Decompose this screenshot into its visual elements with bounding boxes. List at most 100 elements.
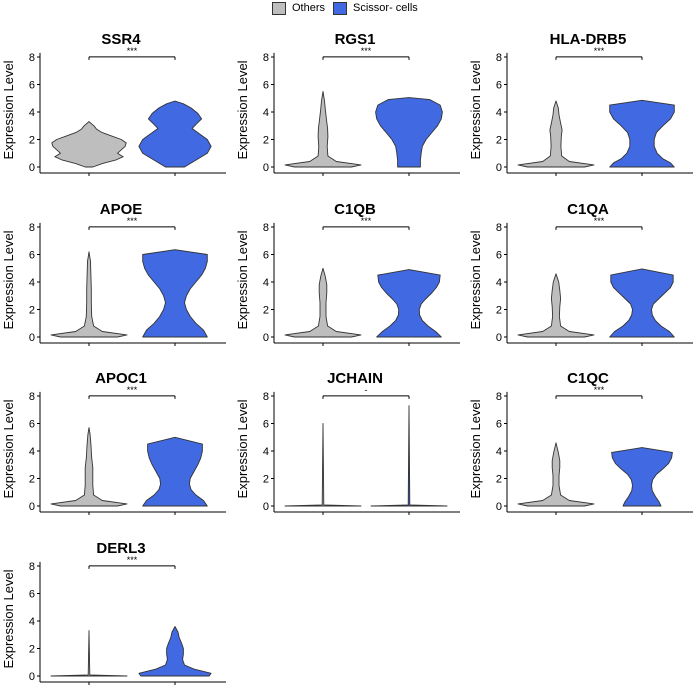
- y-tick-label-c1qa-0: 0: [496, 332, 502, 344]
- violin-hla-drb5-others: [517, 100, 595, 168]
- panel-title-apoe: APOE: [100, 201, 143, 218]
- violin-derl3-scissor-cells: [138, 626, 212, 677]
- y-axis-label-derl3: Expression Level: [1, 569, 16, 668]
- sig-label-derl3: ***: [127, 555, 138, 565]
- y-tick-label-c1qc-2: 2: [496, 474, 502, 486]
- y-tick-label-hla-drb5-0: 0: [496, 162, 502, 174]
- violin-ssr4-others: [51, 121, 127, 168]
- sig-label-apoc1: ***: [127, 385, 138, 395]
- y-tick-label-c1qb-6: 6: [263, 250, 269, 262]
- y-tick-label-ssr4-4: 4: [29, 107, 35, 119]
- panel-title-apoc1: APOC1: [95, 370, 147, 387]
- panel-title-c1qb: C1QB: [334, 201, 376, 218]
- y-tick-label-ssr4-6: 6: [29, 80, 35, 92]
- sig-label-c1qb: ***: [361, 216, 372, 226]
- y-tick-label-jchain-0: 0: [263, 501, 269, 513]
- y-tick-label-apoe-2: 2: [29, 305, 35, 317]
- sig-label-jchain: -: [365, 385, 368, 395]
- legend: Others Scissor- cells: [272, 0, 426, 16]
- y-tick-label-jchain-2: 2: [263, 474, 269, 486]
- y-tick-label-jchain-8: 8: [263, 391, 269, 403]
- legend-swatch-others: [272, 1, 286, 15]
- y-tick-label-hla-drb5-6: 6: [496, 80, 502, 92]
- panel-title-jchain: JCHAIN: [327, 370, 383, 387]
- violin-rgs1-others: [284, 90, 362, 168]
- y-tick-label-c1qa-6: 6: [496, 250, 502, 262]
- y-axis-label-apoe: Expression Level: [1, 230, 16, 329]
- violin-jchain-scissor-cells: [370, 405, 448, 507]
- y-tick-label-apoc1-8: 8: [29, 391, 35, 403]
- y-tick-label-c1qa-2: 2: [496, 305, 502, 317]
- y-tick-label-apoc1-6: 6: [29, 419, 35, 431]
- y-tick-label-apoe-6: 6: [29, 250, 35, 262]
- y-tick-label-ssr4-8: 8: [29, 52, 35, 64]
- y-tick-label-jchain-4: 4: [263, 446, 269, 458]
- violin-c1qb-scissor-cells: [376, 269, 442, 338]
- legend-item-others: Others: [272, 1, 326, 15]
- violin-hla-drb5-scissor-cells: [609, 99, 675, 168]
- violin-c1qa-scissor-cells: [609, 268, 675, 338]
- legend-label-others: Others: [292, 2, 326, 14]
- y-axis-label-c1qa: Expression Level: [468, 230, 483, 329]
- violin-c1qa-others: [517, 273, 595, 338]
- sig-label-ssr4: ***: [127, 46, 138, 56]
- sig-label-rgs1: ***: [361, 46, 372, 56]
- panel-title-hla-drb5: HLA-DRB5: [550, 31, 627, 48]
- y-tick-label-apoc1-4: 4: [29, 446, 35, 458]
- sig-label-c1qa: ***: [594, 216, 605, 226]
- violin-rgs1-scissor-cells: [375, 97, 443, 168]
- violin-c1qb-others: [284, 267, 362, 338]
- violin-c1qc-scissor-cells: [611, 447, 673, 507]
- y-tick-label-rgs1-8: 8: [263, 52, 269, 64]
- violin-derl3-others: [50, 630, 128, 677]
- y-tick-label-apoc1-2: 2: [29, 474, 35, 486]
- y-tick-label-rgs1-2: 2: [263, 135, 269, 147]
- panel-title-ssr4: SSR4: [101, 31, 141, 48]
- legend-swatch-scissor: [333, 1, 348, 15]
- violin-apoc1-others: [50, 427, 128, 507]
- panel-title-c1qa: C1QA: [567, 201, 609, 218]
- y-tick-label-c1qc-0: 0: [496, 501, 502, 513]
- violin-c1qc-others: [517, 442, 595, 507]
- y-tick-label-derl3-8: 8: [29, 561, 35, 573]
- y-tick-label-c1qc-4: 4: [496, 446, 502, 458]
- sig-label-hla-drb5: ***: [594, 46, 605, 56]
- sig-label-c1qc: ***: [594, 385, 605, 395]
- y-tick-label-c1qc-6: 6: [496, 419, 502, 431]
- legend-label-scissor: Scissor- cells: [353, 2, 418, 14]
- y-tick-label-jchain-6: 6: [263, 419, 269, 431]
- y-tick-label-apoe-4: 4: [29, 277, 35, 289]
- y-axis-label-jchain: Expression Level: [235, 399, 250, 498]
- y-tick-label-derl3-6: 6: [29, 589, 35, 601]
- y-axis-label-c1qc: Expression Level: [468, 399, 483, 498]
- y-tick-label-hla-drb5-2: 2: [496, 135, 502, 147]
- y-tick-label-c1qa-8: 8: [496, 222, 502, 234]
- y-axis-label-ssr4: Expression Level: [1, 60, 16, 159]
- y-tick-label-rgs1-0: 0: [263, 162, 269, 174]
- y-tick-label-c1qb-4: 4: [263, 277, 269, 289]
- y-tick-label-apoc1-0: 0: [29, 501, 35, 513]
- y-tick-label-hla-drb5-4: 4: [496, 107, 502, 119]
- y-tick-label-c1qb-0: 0: [263, 332, 269, 344]
- y-axis-label-hla-drb5: Expression Level: [468, 60, 483, 159]
- violin-apoe-others: [50, 251, 128, 338]
- violin-jchain-others: [284, 423, 362, 507]
- y-tick-label-derl3-2: 2: [29, 644, 35, 656]
- y-tick-label-apoe-8: 8: [29, 222, 35, 234]
- panel-title-derl3: DERL3: [96, 540, 145, 557]
- panel-title-c1qc: C1QC: [567, 370, 609, 387]
- y-tick-label-hla-drb5-8: 8: [496, 52, 502, 64]
- y-axis-label-apoc1: Expression Level: [1, 399, 16, 498]
- y-tick-label-c1qc-8: 8: [496, 391, 502, 403]
- violin-ssr4-scissor-cells: [138, 100, 212, 168]
- y-tick-label-rgs1-6: 6: [263, 80, 269, 92]
- sig-label-apoe: ***: [127, 216, 138, 226]
- violin-apoe-scissor-cells: [142, 249, 208, 338]
- panel-title-rgs1: RGS1: [335, 31, 376, 48]
- y-tick-label-apoe-0: 0: [29, 332, 35, 344]
- legend-item-scissor: Scissor- cells: [333, 1, 418, 15]
- y-tick-label-c1qb-2: 2: [263, 305, 269, 317]
- y-tick-label-ssr4-2: 2: [29, 135, 35, 147]
- y-tick-label-c1qa-4: 4: [496, 277, 502, 289]
